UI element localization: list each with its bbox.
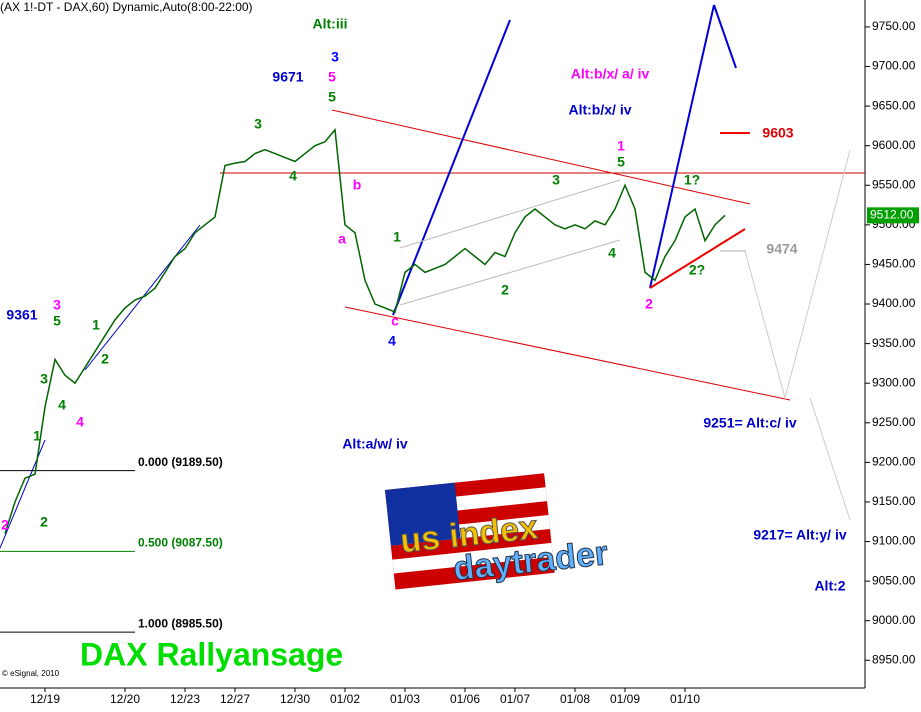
annotation: 2 [1, 517, 9, 533]
annotation: 9361 [6, 307, 37, 323]
x-tick-label: 12/23 [170, 692, 200, 706]
annotation: 5 [328, 69, 336, 85]
scenario-line [744, 149, 851, 400]
channel-line [344, 306, 791, 401]
annotation: Alt:b/x/ a/ iv [571, 66, 650, 82]
annotation: 3 [40, 371, 48, 387]
annotation: 3 [254, 116, 262, 132]
x-tick-label: 12/19 [30, 692, 60, 706]
x-tick-label: 01/07 [500, 692, 530, 706]
annotation: 1 [617, 138, 625, 154]
annotation: 9217= Alt:y/ iv [753, 527, 846, 543]
projection-line [713, 4, 737, 69]
x-tick-label: 01/02 [330, 692, 360, 706]
y-tick-label: 9550.00 [872, 177, 916, 191]
y-tick-label: 9150.00 [872, 494, 916, 508]
annotation: 4 [388, 333, 396, 349]
annotation: 9474 [766, 241, 797, 257]
y-tick-label: 8950.00 [872, 652, 916, 666]
projection-line [649, 4, 715, 289]
annotation: 3 [53, 297, 61, 313]
x-tick-label: 12/30 [280, 692, 310, 706]
y-tick-label: 9400.00 [872, 296, 916, 310]
last-price-tag [867, 207, 919, 224]
annotation: Alt:iii [313, 16, 348, 32]
y-tick-label: 9050.00 [872, 573, 916, 587]
logo: us index daytrader [385, 473, 610, 590]
flag-canton [385, 482, 461, 546]
annotation: 2 [501, 282, 509, 298]
y-tick-label: 9750.00 [872, 19, 916, 33]
x-tick-label: 01/03 [390, 692, 420, 706]
chart-header: (AX 1!-DT - DAX,60) Dynamic,Auto(8:00-22… [0, 0, 253, 14]
annotation: 2? [689, 262, 705, 278]
x-tick-label: 01/09 [610, 692, 640, 706]
x-tick-label: 01/08 [560, 692, 590, 706]
annotation: 9671 [272, 69, 303, 85]
last-price-label: 9512.00 [870, 208, 914, 222]
annotation: 1 [33, 428, 41, 444]
annotation: 4 [608, 245, 616, 261]
channel-line [399, 239, 621, 306]
y-tick-label: 9000.00 [872, 613, 916, 627]
copyright: © eSignal, 2010 [2, 669, 60, 678]
y-tick-label: 9650.00 [872, 98, 916, 112]
annotation: 1 [92, 317, 100, 333]
annotation: 4 [76, 414, 84, 430]
x-tick-label: 12/27 [220, 692, 250, 706]
annotation: Alt:a/w/ iv [342, 436, 408, 452]
fib-label: 0.000 (9189.50) [138, 455, 223, 469]
annotation: 2 [101, 351, 109, 367]
annotation: 2 [645, 296, 653, 312]
annotation: 2 [40, 514, 48, 530]
chart-title: DAX Rallyansage [80, 636, 343, 672]
x-tick-label: 01/06 [450, 692, 480, 706]
annotation: 3 [552, 172, 560, 188]
annotation: 5 [53, 313, 61, 329]
annotation: 5 [328, 89, 336, 105]
annotation: 1? [684, 172, 700, 188]
annotation: 3 [331, 49, 339, 65]
annotation: 4 [58, 397, 66, 413]
annotation: a [338, 231, 346, 247]
annotation: 9251= Alt:c/ iv [703, 415, 796, 431]
annotation: 9603 [762, 125, 793, 141]
fib-label: 1.000 (8985.50) [138, 616, 223, 630]
annotation: Alt:2 [814, 578, 845, 594]
y-tick-label: 9700.00 [872, 59, 916, 73]
fib-label: 0.500 (9087.50) [138, 536, 223, 550]
annotation: Alt:b/x/ iv [568, 102, 631, 118]
annotation: 5 [617, 154, 625, 170]
annotation: 1 [393, 229, 401, 245]
y-tick-label: 9450.00 [872, 257, 916, 271]
price-line [4, 128, 726, 534]
annotation: 4 [289, 168, 297, 184]
triangle-line [649, 228, 746, 289]
y-tick-label: 9100.00 [872, 534, 916, 548]
x-tick-label: 12/20 [110, 692, 140, 706]
y-tick-label: 9350.00 [872, 336, 916, 350]
annotation: c [391, 313, 399, 329]
y-tick-label: 9600.00 [872, 138, 916, 152]
annotation: b [353, 177, 362, 193]
flag-stripe [392, 542, 553, 574]
scenario-line [809, 397, 851, 521]
y-tick-label: 9200.00 [872, 455, 916, 469]
y-tick-label: 9300.00 [872, 375, 916, 389]
y-tick-label: 9250.00 [872, 415, 916, 429]
x-tick-label: 01/10 [670, 692, 700, 706]
channel-line [331, 109, 751, 205]
channel-line [399, 179, 621, 249]
